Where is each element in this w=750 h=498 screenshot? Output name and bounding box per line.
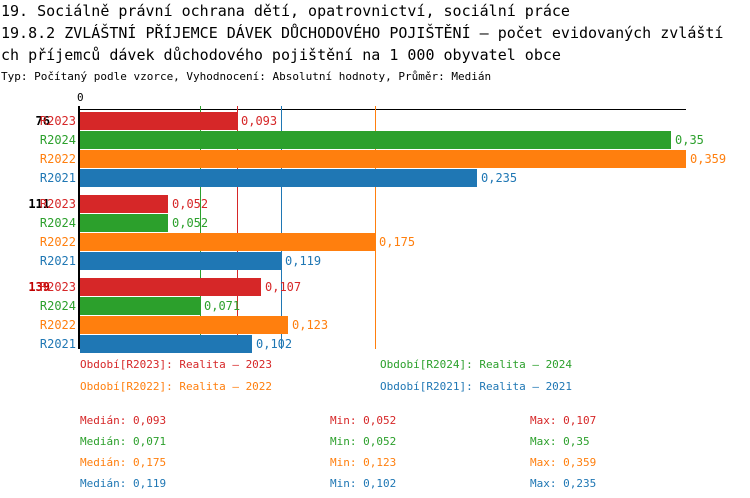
bar-row[interactable]: 139 R2023 0,107: [0, 278, 750, 296]
min-value: Min: 0,052: [330, 414, 397, 427]
max-value: Max: 0,359: [530, 456, 597, 469]
bar-row[interactable]: R2022 0,359: [0, 150, 750, 168]
median-value: Medián: 0,175: [80, 456, 167, 469]
bar-row[interactable]: 76 R2023 0,093: [0, 112, 750, 130]
bar-value-label: 0,123: [292, 318, 329, 332]
bar-row[interactable]: R2024 0,052: [0, 214, 750, 232]
title-line-2: 19.8.2 ZVLÁŠTNÍ PŘÍJEMCE DÁVEK DŮCHODOVÉ…: [1, 24, 724, 42]
median-value: Medián: 0,093: [80, 414, 167, 427]
legend-item[interactable]: Období[R2021]: Realita – 2021: [380, 380, 573, 393]
bar-row[interactable]: R2021 0,119: [0, 252, 750, 270]
bar-value-label: 0,052: [172, 197, 209, 211]
bar-r2021[interactable]: [80, 335, 252, 353]
chart-legend: Období[R2023]: Realita – 2023 Období[R202…: [0, 358, 750, 402]
bar-value-label: 0,102: [256, 337, 293, 351]
series-label-r2022: R2022: [39, 318, 76, 332]
bar-r2023[interactable]: [80, 278, 261, 296]
chart-title-block: 19. Sociálně právní ochrana dětí, opatro…: [0, 0, 750, 84]
min-value: Min: 0,102: [330, 477, 397, 490]
series-label-r2024: R2024: [39, 216, 76, 230]
bar-value-label: 0,175: [379, 235, 416, 249]
series-label-r2023: R2023: [39, 197, 76, 211]
bar-row[interactable]: R2021 0,235: [0, 169, 750, 187]
bar-r2021[interactable]: [80, 169, 477, 187]
median-reference-line-r2022: [375, 106, 377, 349]
legend-item[interactable]: Období[R2022]: Realita – 2022: [80, 380, 273, 393]
bar-r2024[interactable]: [80, 214, 168, 232]
statistics-row: Medián: 0,071 Min: 0,052 Max: 0,35: [0, 431, 750, 452]
bar-row[interactable]: R2022 0,123: [0, 316, 750, 334]
bar-value-label: 0,107: [265, 280, 302, 294]
series-label-r2021: R2021: [39, 254, 76, 268]
legend-item[interactable]: Období[R2023]: Realita – 2023: [80, 358, 273, 371]
bar-r2022[interactable]: [80, 233, 375, 251]
max-value: Max: 0,35: [530, 435, 590, 448]
bar-r2022[interactable]: [80, 150, 686, 168]
max-value: Max: 0,235: [530, 477, 597, 490]
title-line-3: ch příjemců dávek důchodového pojištění …: [1, 46, 561, 64]
group-label: 76: [35, 114, 50, 128]
chart-subtitle: Typ: Počítaný podle vzorce, Vyhodnocení:…: [1, 70, 492, 83]
min-value: Min: 0,052: [330, 435, 397, 448]
bar-row[interactable]: 111 R2023 0,052: [0, 195, 750, 213]
series-label-r2024: R2024: [39, 299, 76, 313]
max-value: Max: 0,107: [530, 414, 597, 427]
axis-top-line: [80, 109, 686, 110]
statistics-row: Medián: 0,175 Min: 0,123 Max: 0,359: [0, 452, 750, 473]
bar-r2022[interactable]: [80, 316, 288, 334]
legend-item[interactable]: Období[R2024]: Realita – 2024: [380, 358, 573, 371]
bar-value-label: 0,071: [204, 299, 241, 313]
series-label-r2024: R2024: [39, 133, 76, 147]
bar-value-label: 0,052: [172, 216, 209, 230]
bar-value-label: 0,359: [690, 152, 727, 166]
series-label-r2021: R2021: [39, 171, 76, 185]
median-value: Medián: 0,071: [80, 435, 167, 448]
plot-area: 0 76 R2023 0,093 R2024 0,35 R2022 0,359 R2021 0,…: [0, 91, 750, 353]
series-label-r2021: R2021: [39, 337, 76, 351]
series-label-r2022: R2022: [39, 235, 76, 249]
median-reference-line-r2024: [199, 106, 201, 349]
median-reference-line-r2023: [236, 106, 238, 349]
series-label-r2023: R2023: [39, 280, 76, 294]
bar-row[interactable]: R2022 0,175: [0, 233, 750, 251]
median-value: Medián: 0,119: [80, 477, 167, 490]
statistics-row: Medián: 0,093 Min: 0,052 Max: 0,107: [0, 410, 750, 431]
bar-chart: 0 76 R2023 0,093 R2024 0,35 R2022 0,359 R2021 0,…: [0, 91, 750, 353]
bar-r2021[interactable]: [80, 252, 281, 270]
bar-value-label: 0,35: [675, 133, 704, 147]
bar-row[interactable]: R2021 0,102: [0, 335, 750, 353]
bar-r2023[interactable]: [80, 112, 237, 130]
title-line-1: 19. Sociálně právní ochrana dětí, opatro…: [1, 2, 570, 20]
axis-vertical-line: [78, 106, 80, 349]
bar-r2024[interactable]: [80, 131, 671, 149]
bar-value-label: 0,093: [241, 114, 278, 128]
group-label: 111: [28, 197, 50, 211]
group-label: 139: [28, 280, 50, 294]
statistics-row: Medián: 0,119 Min: 0,102 Max: 0,235: [0, 473, 750, 494]
bar-r2024[interactable]: [80, 297, 200, 315]
min-value: Min: 0,123: [330, 456, 397, 469]
series-label-r2023: R2023: [39, 114, 76, 128]
bar-value-label: 0,235: [481, 171, 518, 185]
bar-row[interactable]: R2024 0,071: [0, 297, 750, 315]
bar-value-label: 0,119: [285, 254, 322, 268]
bar-row[interactable]: R2024 0,35: [0, 131, 750, 149]
series-label-r2022: R2022: [39, 152, 76, 166]
bar-r2023[interactable]: [80, 195, 168, 213]
median-reference-line-r2021: [280, 106, 282, 349]
axis-zero-tick-label: 0: [77, 91, 84, 104]
